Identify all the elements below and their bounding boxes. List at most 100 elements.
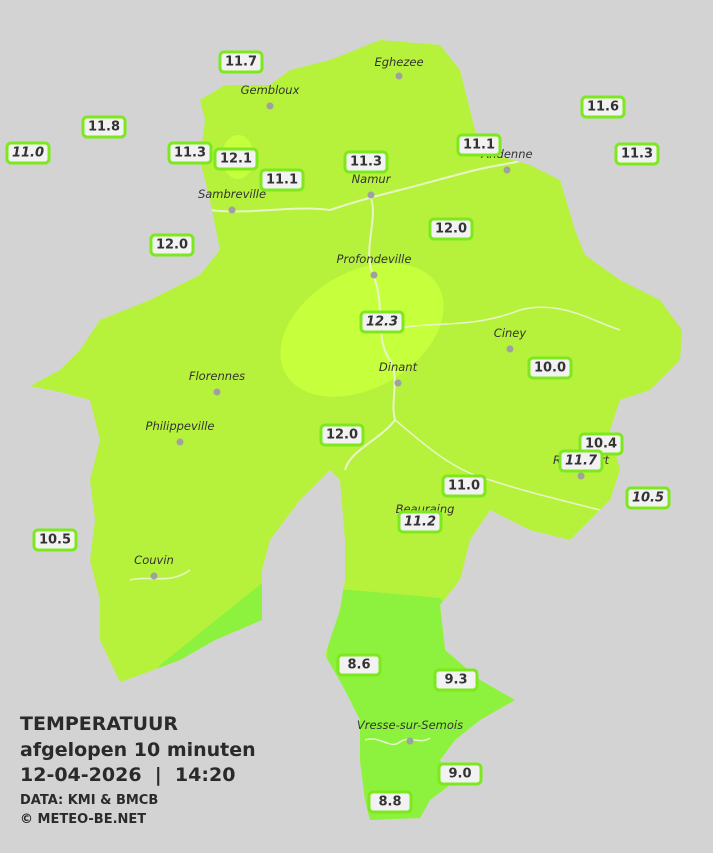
station-badge (5, 141, 51, 165)
town-label: Eghezee (374, 55, 423, 69)
station-reading: 11.2 (404, 515, 436, 530)
station: 10.5 (32, 528, 78, 552)
town-dot (370, 271, 378, 279)
station-badge (433, 668, 479, 692)
town-label: Ciney (494, 326, 527, 340)
town-label: Profondeville (337, 252, 412, 266)
station-reading: 8.8 (378, 795, 401, 810)
station-reading: 12.3 (366, 315, 398, 330)
river (394, 419, 601, 511)
station: 11.1 (456, 133, 502, 157)
town-dot (266, 102, 274, 110)
station-reading: 10.0 (534, 361, 566, 376)
station: 8.8 (367, 790, 413, 814)
station-badge (213, 147, 259, 171)
station: 10.0 (527, 356, 573, 380)
station-badge (359, 310, 405, 334)
station-badge (614, 142, 660, 166)
river (344, 194, 397, 471)
station: 11.0 (5, 141, 51, 165)
town-label: Philippeville (146, 419, 215, 433)
station: 9.3 (433, 668, 479, 692)
town-dot (213, 388, 221, 396)
station-badge (441, 474, 487, 498)
station: 9.0 (437, 762, 483, 786)
station-badge (149, 233, 195, 257)
legend-source: DATA: KMI & BMCB (20, 793, 158, 808)
station-badge (558, 449, 604, 473)
legend-subtitle: afgelopen 10 minuten (20, 739, 256, 761)
station-reading: 12.0 (326, 428, 358, 443)
station: 11.0 (441, 474, 487, 498)
town-label: Namur (352, 172, 392, 186)
station-reading: 11.7 (225, 55, 257, 70)
station-badge (456, 133, 502, 157)
town-dot (150, 572, 158, 580)
station-badge (527, 356, 573, 380)
station-reading: 11.3 (174, 146, 206, 161)
town-dot (395, 72, 403, 80)
station: 11.2 (397, 510, 443, 534)
station-reading: 11.0 (12, 146, 44, 161)
station-badge (367, 790, 413, 814)
river (389, 306, 621, 331)
town-label: Couvin (134, 553, 174, 567)
station-badge (81, 115, 127, 139)
legend-credit: © METEO-BE.NET (20, 812, 146, 827)
station-badge (343, 150, 389, 174)
station-badge (218, 50, 264, 74)
station-badge (428, 217, 474, 241)
town-label: Florennes (189, 369, 245, 383)
station-reading: 11.6 (587, 100, 619, 115)
station-badge (397, 510, 443, 534)
station-reading: 8.6 (347, 658, 370, 673)
station: 11.8 (81, 115, 127, 139)
station: 12.0 (149, 233, 195, 257)
town-dot (367, 191, 375, 199)
river (129, 569, 191, 581)
station-reading: 12.0 (156, 238, 188, 253)
town-dot (506, 345, 514, 353)
station: 10.5 (625, 486, 671, 510)
station: 11.6 (580, 95, 626, 119)
station: 11.7 (218, 50, 264, 74)
station-badge (580, 95, 626, 119)
town-dot (394, 379, 402, 387)
station: 11.3 (167, 141, 213, 165)
town-dot (406, 737, 414, 745)
town-label: Gembloux (241, 83, 300, 97)
station-reading: 11.3 (350, 155, 382, 170)
station-reading: 10.5 (39, 533, 71, 548)
town-dot (503, 166, 511, 174)
station: 8.6 (336, 653, 382, 677)
station-badge (167, 141, 213, 165)
station-reading: 10.5 (632, 491, 664, 506)
station: 11.7 (558, 449, 604, 473)
station-badge (319, 423, 365, 447)
river (364, 737, 431, 746)
station: 12.3 (359, 310, 405, 334)
town-dot (577, 472, 585, 480)
station-badge (437, 762, 483, 786)
station-badge (336, 653, 382, 677)
station-reading: 12.0 (435, 222, 467, 237)
station-reading: 11.0 (448, 479, 480, 494)
town-dot (228, 206, 236, 214)
station-reading: 11.1 (266, 173, 298, 188)
station-badge (32, 528, 78, 552)
station-reading: 9.0 (448, 767, 471, 782)
station-badge (259, 168, 305, 192)
station: 11.1 (259, 168, 305, 192)
station-reading: 11.1 (463, 138, 495, 153)
station-reading: 12.1 (220, 152, 252, 167)
station: 12.0 (428, 217, 474, 241)
town-label: Sambreville (198, 187, 266, 201)
station: 11.3 (343, 150, 389, 174)
station-reading: 11.8 (88, 120, 120, 135)
station: 12.1 (213, 147, 259, 171)
town-label: Dinant (379, 360, 418, 374)
station: 11.3 (614, 142, 660, 166)
station-reading: 9.3 (444, 673, 467, 688)
town-dot (176, 438, 184, 446)
